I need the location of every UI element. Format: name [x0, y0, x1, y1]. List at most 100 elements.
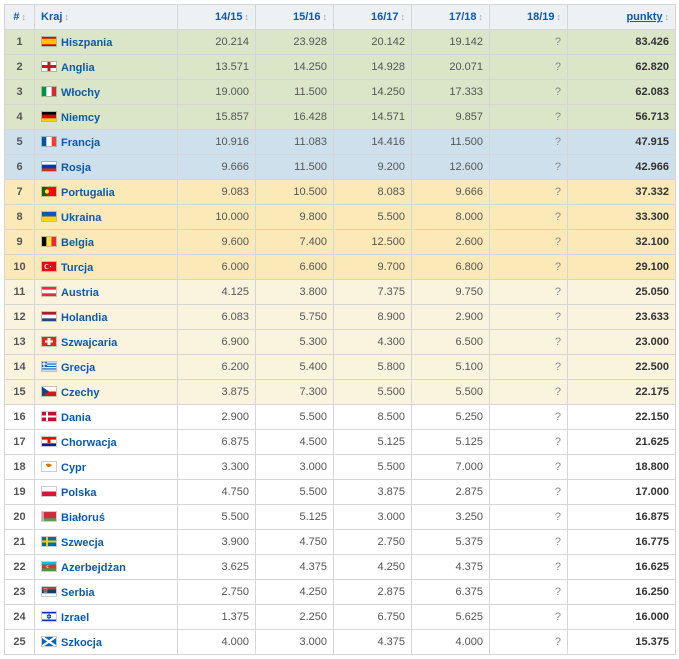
season-cell: ? [490, 455, 568, 480]
table-row: 8Ukraina10.0009.8005.5008.000?33.300 [5, 205, 676, 230]
rank-cell: 24 [5, 605, 35, 630]
points-cell: 29.100 [568, 255, 676, 280]
country-cell[interactable]: Szwecja [35, 530, 178, 555]
season-cell: 17.333 [412, 80, 490, 105]
country-cell[interactable]: Anglia [35, 55, 178, 80]
country-cell[interactable]: Izrael [35, 605, 178, 630]
rank-cell: 21 [5, 530, 35, 555]
season-cell: 11.083 [256, 130, 334, 155]
points-cell: 22.500 [568, 355, 676, 380]
season-cell: 5.375 [412, 530, 490, 555]
season-cell: 7.400 [256, 230, 334, 255]
season-cell: 5.500 [334, 455, 412, 480]
season-cell: 4.125 [178, 280, 256, 305]
country-cell[interactable]: Grecja [35, 355, 178, 380]
header-season-0[interactable]: 14/15↕ [178, 5, 256, 30]
it-flag-icon [41, 86, 57, 97]
table-row: 4Niemcy15.85716.42814.5719.857?56.713 [5, 105, 676, 130]
country-cell[interactable]: Azerbejdżan [35, 555, 178, 580]
country-cell[interactable]: Belgia [35, 230, 178, 255]
be-flag-icon [41, 236, 57, 247]
country-name: Chorwacja [61, 437, 117, 449]
ua-flag-icon [41, 211, 57, 222]
country-cell[interactable]: Austria [35, 280, 178, 305]
country-cell[interactable]: Portugalia [35, 180, 178, 205]
table-row: 18Cypr3.3003.0005.5007.000?18.800 [5, 455, 676, 480]
country-cell[interactable]: Szkocja [35, 630, 178, 655]
tr-flag-icon [41, 261, 57, 272]
season-cell: 9.666 [412, 180, 490, 205]
country-name: Szkocja [61, 637, 102, 649]
rank-cell: 25 [5, 630, 35, 655]
header-rank[interactable]: #↕ [5, 5, 35, 30]
rank-cell: 19 [5, 480, 35, 505]
season-cell: ? [490, 405, 568, 430]
season-cell: 1.375 [178, 605, 256, 630]
season-cell: ? [490, 505, 568, 530]
season-cell: ? [490, 255, 568, 280]
season-cell: 11.500 [412, 130, 490, 155]
header-season-1[interactable]: 15/16↕ [256, 5, 334, 30]
season-cell: ? [490, 230, 568, 255]
country-cell[interactable]: Ukraina [35, 205, 178, 230]
table-row: 22Azerbejdżan3.6254.3754.2504.375?16.625 [5, 555, 676, 580]
country-cell[interactable]: Polska [35, 480, 178, 505]
country-cell[interactable]: Dania [35, 405, 178, 430]
country-cell[interactable]: Rosja [35, 155, 178, 180]
rank-cell: 1 [5, 30, 35, 55]
table-row: 23Serbia2.7504.2502.8756.375?16.250 [5, 580, 676, 605]
country-cell[interactable]: Włochy [35, 80, 178, 105]
season-cell: 2.875 [334, 580, 412, 605]
season-cell: 3.000 [256, 455, 334, 480]
country-cell[interactable]: Czechy [35, 380, 178, 405]
points-cell: 47.915 [568, 130, 676, 155]
country-cell[interactable]: Serbia [35, 580, 178, 605]
country-cell[interactable]: Niemcy [35, 105, 178, 130]
country-name: Cypr [61, 462, 86, 474]
season-cell: 4.000 [412, 630, 490, 655]
points-cell: 16.775 [568, 530, 676, 555]
header-points[interactable]: punkty↕ [568, 5, 676, 30]
season-cell: 16.428 [256, 105, 334, 130]
points-cell: 33.300 [568, 205, 676, 230]
season-cell: 14.571 [334, 105, 412, 130]
points-cell: 16.000 [568, 605, 676, 630]
country-cell[interactable]: Holandia [35, 305, 178, 330]
points-cell: 22.150 [568, 405, 676, 430]
season-cell: 4.250 [256, 580, 334, 605]
header-season-4[interactable]: 18/19↕ [490, 5, 568, 30]
country-cell[interactable]: Francja [35, 130, 178, 155]
country-cell[interactable]: Cypr [35, 455, 178, 480]
header-season-3[interactable]: 17/18↕ [412, 5, 490, 30]
rank-cell: 8 [5, 205, 35, 230]
season-cell: ? [490, 580, 568, 605]
points-cell: 23.633 [568, 305, 676, 330]
country-cell[interactable]: Hiszpania [35, 30, 178, 55]
season-cell: 5.400 [256, 355, 334, 380]
pt-flag-icon [41, 186, 57, 197]
country-cell[interactable]: Turcja [35, 255, 178, 280]
season-cell: 3.875 [178, 380, 256, 405]
season-cell: 3.000 [334, 505, 412, 530]
season-cell: 12.600 [412, 155, 490, 180]
header-season-2[interactable]: 16/17↕ [334, 5, 412, 30]
table-row: 16Dania2.9005.5008.5005.250?22.150 [5, 405, 676, 430]
country-name: Białoruś [61, 512, 105, 524]
country-cell[interactable]: Szwajcaria [35, 330, 178, 355]
nl-flag-icon [41, 311, 57, 322]
season-cell: 12.500 [334, 230, 412, 255]
table-row: 6Rosja9.66611.5009.20012.600?42.966 [5, 155, 676, 180]
season-cell: 5.125 [412, 430, 490, 455]
country-name: Hiszpania [61, 37, 112, 49]
country-cell[interactable]: Chorwacja [35, 430, 178, 455]
season-cell: 6.500 [412, 330, 490, 355]
season-cell: 5.750 [256, 305, 334, 330]
season-cell: ? [490, 555, 568, 580]
il-flag-icon [41, 611, 57, 622]
country-cell[interactable]: Białoruś [35, 505, 178, 530]
season-cell: 9.083 [178, 180, 256, 205]
table-row: 10Turcja6.0006.6009.7006.800?29.100 [5, 255, 676, 280]
season-cell: 3.000 [256, 630, 334, 655]
points-cell: 17.000 [568, 480, 676, 505]
header-country[interactable]: Kraj↕ [35, 5, 178, 30]
